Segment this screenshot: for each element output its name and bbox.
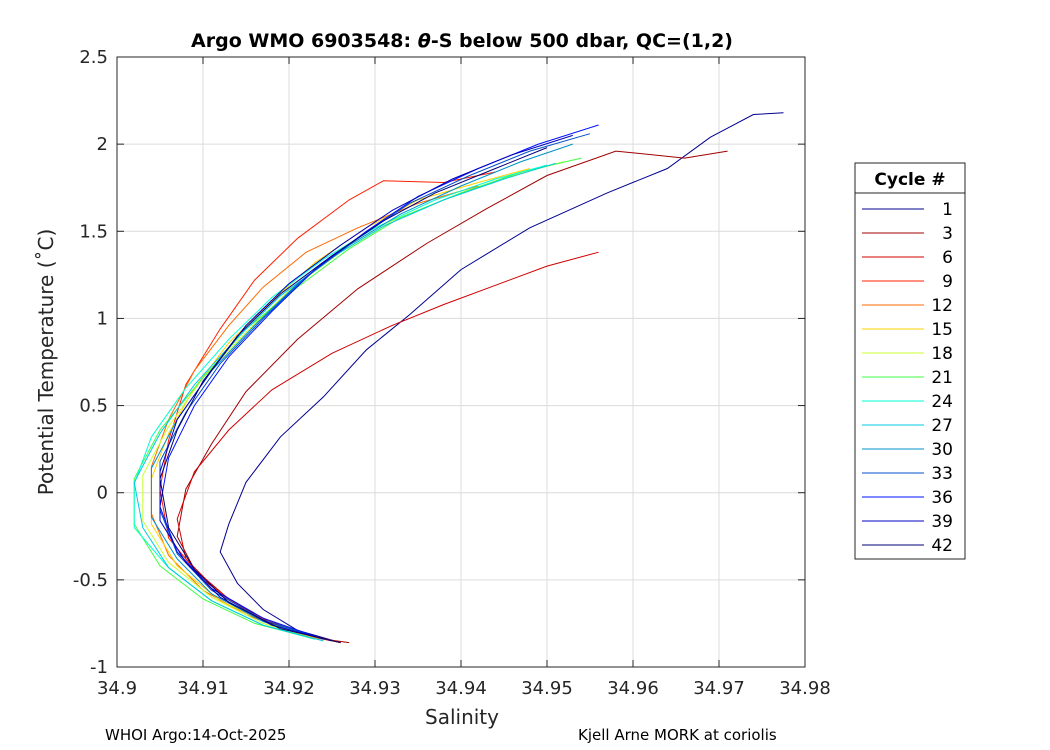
legend-entry: 39: [931, 512, 953, 532]
y-tick-label: 1: [97, 308, 108, 329]
legend-entry: 9: [942, 272, 953, 292]
x-tick-label: 34.93: [349, 678, 401, 699]
y-tick-label: 2: [97, 134, 108, 155]
legend-entry: 33: [931, 464, 953, 484]
x-tick-label: 34.97: [693, 678, 745, 699]
legend-entry: 18: [931, 344, 953, 364]
chart-title: Argo WMO 6903548: θ-S below 500 dbar, QC…: [191, 30, 733, 52]
y-tick-label: 2.5: [79, 47, 108, 68]
legend-entry: 6: [942, 248, 953, 268]
x-tick-label: 34.96: [607, 678, 659, 699]
x-tick-label: 34.91: [177, 678, 229, 699]
legend-entry: 27: [931, 416, 953, 436]
y-tick-label: -0.5: [73, 570, 108, 591]
x-axis-label: Salinity: [425, 705, 499, 729]
x-tick-label: 34.98: [779, 678, 831, 699]
legend-entry: 15: [931, 320, 953, 340]
y-tick-label: 1.5: [79, 221, 108, 242]
series-line-cycle-9: [159, 171, 496, 644]
legend-entry: 12: [931, 296, 953, 316]
series-layer: [133, 112, 784, 644]
x-tick-label: 34.94: [435, 678, 487, 699]
x-tick-label: 34.9: [97, 678, 137, 699]
footer-right: Kjell Arne MORK at coriolis: [578, 726, 777, 744]
series-line-cycle-1: [219, 112, 784, 644]
series-line-cycle-42: [159, 147, 548, 644]
series-line-cycle-27: [133, 162, 556, 642]
legend-box: [854, 162, 966, 560]
series-line-cycle-33: [159, 133, 591, 640]
y-axis-label: Potential Temperature (˚C): [34, 229, 58, 496]
legend-title: Cycle #: [874, 170, 945, 190]
legend-entry: 42: [931, 536, 953, 556]
ticks: 34.9 34.91 34.92 34.93 34.94 34.95 34.96 34.97 3…: [73, 47, 831, 699]
legend-entry: 3: [942, 224, 953, 244]
legend-entry: 1: [942, 200, 953, 220]
legend-entry: 30: [931, 440, 953, 460]
x-tick-label: 34.92: [263, 678, 315, 699]
legend-entry: 21: [931, 368, 953, 388]
legend-entry: 24: [931, 392, 953, 412]
y-tick-label: 0: [97, 483, 108, 504]
y-tick-label: 0.5: [79, 396, 108, 417]
x-tick-label: 34.95: [521, 678, 573, 699]
footer-left: WHOI Argo:14-Oct-2025: [105, 726, 286, 744]
y-tick-label: -1: [90, 657, 108, 678]
legend-entry: 36: [931, 488, 953, 508]
